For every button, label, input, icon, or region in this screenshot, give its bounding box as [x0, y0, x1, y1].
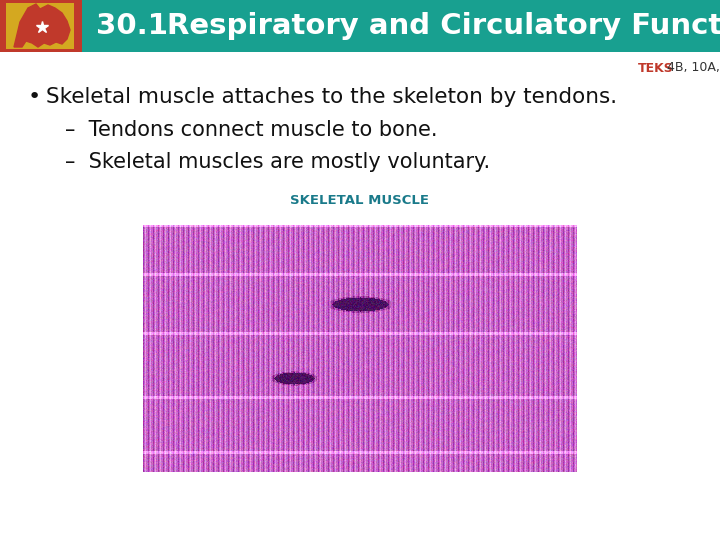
Text: Skeletal muscle attaches to the skeleton by tendons.: Skeletal muscle attaches to the skeleton…	[46, 87, 617, 107]
Bar	[6, 3, 74, 49]
Bar	[82, 0, 720, 52]
Text: 4B, 10A, 10C: 4B, 10A, 10C	[663, 62, 720, 75]
Polygon shape	[14, 4, 70, 47]
Text: TEKS: TEKS	[638, 62, 674, 75]
Text: •: •	[28, 87, 41, 107]
Text: –  Skeletal muscles are mostly voluntary.: – Skeletal muscles are mostly voluntary.	[65, 152, 490, 172]
Bar	[0, 0, 720, 52]
Text: Respiratory and Circulatory Functions: Respiratory and Circulatory Functions	[167, 12, 720, 40]
Text: SKELETAL MUSCLE: SKELETAL MUSCLE	[290, 193, 430, 206]
Text: 30.1: 30.1	[96, 12, 168, 40]
Text: –  Tendons connect muscle to bone.: – Tendons connect muscle to bone.	[65, 120, 438, 140]
